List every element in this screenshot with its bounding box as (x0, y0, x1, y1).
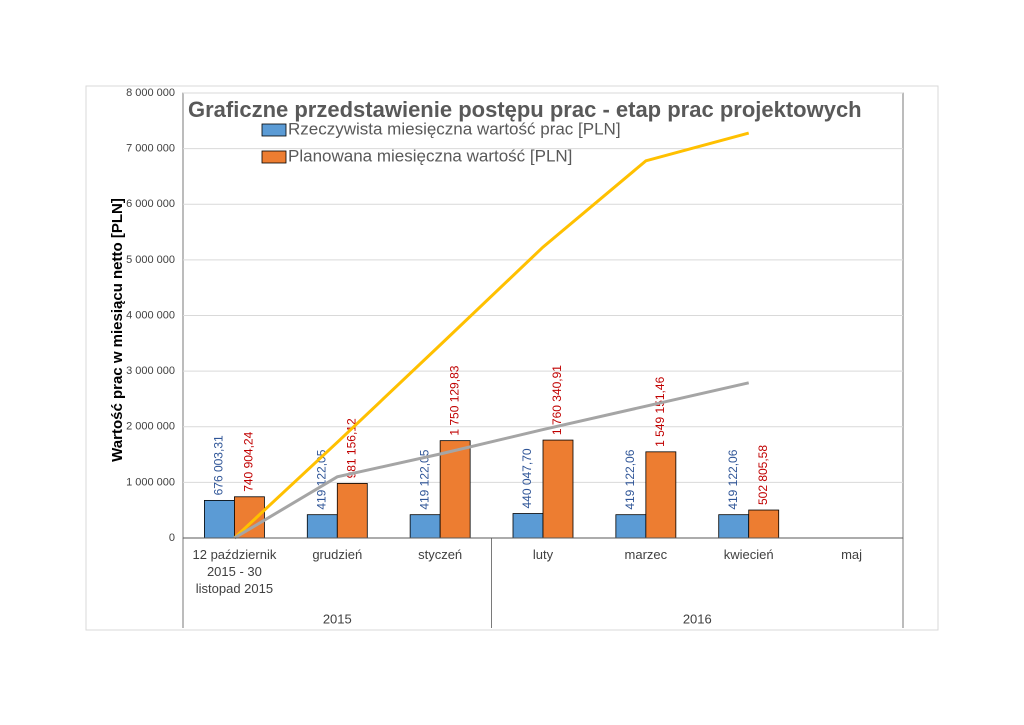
data-label: 419 122,06 (623, 449, 637, 509)
x-tick-label: maj (841, 547, 863, 562)
bar (645, 451, 677, 539)
y-tick-label: 3 000 000 (126, 365, 175, 377)
bar (234, 496, 265, 539)
bar (439, 440, 471, 539)
data-label: 419 122,05 (314, 449, 328, 509)
bar (615, 514, 647, 539)
bar (204, 499, 235, 539)
y-tick-label: 7 000 000 (126, 143, 175, 155)
data-label: 1 750 129,83 (447, 365, 461, 435)
line (233, 381, 750, 540)
x-tick-label: kwiecień (723, 547, 774, 562)
y-tick-label: 8 000 000 (126, 87, 175, 99)
x-tick-label-box: luty (532, 547, 554, 562)
legend-swatch (261, 123, 287, 137)
x-tick-label-box: marzec (624, 547, 668, 562)
y-tick-label: 0 (169, 532, 175, 544)
y-tick-label: 6 000 000 (126, 198, 175, 210)
bar (718, 514, 750, 539)
bar (512, 513, 544, 539)
x-tick-label-box: styczeń (418, 547, 463, 562)
bar (409, 514, 441, 539)
x-tick-label-box: 12 październik 2015 - 30 listopad 2015 (192, 547, 277, 596)
data-label: 1 760 340,91 (550, 365, 564, 435)
bar (336, 483, 368, 539)
group-label: 2016 (683, 611, 712, 626)
x-tick-label: grudzień (312, 547, 363, 562)
data-label: 740 904,24 (242, 431, 256, 491)
line (233, 131, 750, 540)
x-tick-label: styczeń (418, 547, 463, 562)
bar (542, 439, 574, 539)
y-tick-label: 1 000 000 (126, 476, 175, 488)
x-tick-label-box: grudzień (312, 547, 363, 562)
x-tick-label: marzec (624, 547, 668, 562)
data-label: 419 122,05 (417, 449, 431, 509)
x-tick-label-box: kwiecień (723, 547, 774, 562)
y-tick-label: 5 000 000 (126, 254, 175, 266)
chart-frame (85, 85, 939, 631)
data-label: 440 047,70 (520, 448, 534, 508)
group-label: 2015 (323, 611, 352, 626)
data-label: 676 003,31 (212, 435, 226, 495)
data-label: 1 549 151,46 (653, 376, 667, 446)
x-tick-label-box: maj (841, 547, 863, 562)
y-tick-label: 4 000 000 (126, 309, 175, 321)
data-label: 502 805,58 (756, 445, 770, 505)
x-tick-label: 12 październik 2015 - 30 listopad 2015 (192, 547, 277, 596)
legend-label: Rzeczywista miesięczna wartość prac [PLN… (288, 119, 621, 138)
bar (306, 514, 338, 539)
data-label: 419 122,06 (726, 449, 740, 509)
chart-title: Graficzne przedstawienie postępu prac - … (188, 97, 862, 122)
y-axis-title: Wartość prac w miesiącu netto [PLN] (109, 198, 126, 462)
x-tick-label: luty (532, 547, 554, 562)
bar (748, 509, 780, 539)
legend-label: Planowana miesięczna wartość [PLN] (288, 146, 572, 165)
y-tick-label: 2 000 000 (126, 421, 175, 433)
legend-swatch (261, 150, 287, 164)
